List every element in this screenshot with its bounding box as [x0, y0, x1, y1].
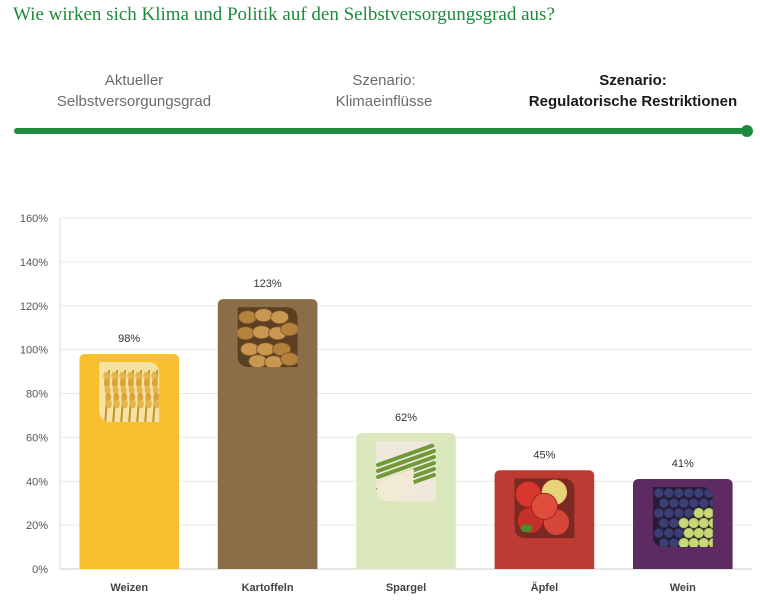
data-label: 45%: [533, 449, 555, 461]
y-tick-label: 160%: [20, 213, 48, 225]
step-label-line2: Regulatorische Restriktionen: [528, 93, 738, 110]
self-sufficiency-bar-chart: 0% 20% 40% 60% 80% 100% 120% 140% 160% 98% Weizen 1…: [20, 213, 752, 594]
scenario-progress-fill: [14, 128, 746, 134]
page-title: Wie wirken sich Klima und Politik auf de…: [13, 4, 555, 25]
step-current-self-sufficiency[interactable]: Aktueller Selbstversorgungsgrad: [34, 70, 234, 112]
asparagus-image: [376, 440, 436, 501]
data-label: 62%: [395, 412, 417, 424]
step-label-line2: Klimaeinflüsse: [335, 93, 433, 110]
step-regulatory-scenario[interactable]: Szenario: Regulatorische Restriktionen: [508, 70, 758, 112]
y-tick-label: 120%: [20, 301, 48, 313]
y-tick-label: 20%: [26, 520, 48, 532]
y-tick-label: 60%: [26, 432, 48, 444]
x-tick-label: Weizen: [110, 582, 148, 594]
x-tick-label: Äpfel: [531, 581, 559, 594]
data-label: 98%: [118, 333, 140, 345]
x-tick-label: Spargel: [386, 582, 426, 594]
step-label-line2: Selbstversorgungsgrad: [56, 93, 212, 110]
scenario-slider-handle[interactable]: [741, 125, 753, 137]
scenario-progress-track[interactable]: [14, 128, 746, 134]
apple-image: [514, 478, 575, 539]
y-tick-label: 140%: [20, 257, 48, 269]
y-tick-label: 40%: [26, 476, 48, 488]
step-label-line1: Aktueller: [104, 72, 164, 89]
wheat-image: [99, 362, 160, 423]
potato-image: [237, 307, 298, 368]
scenario-stepper: Aktueller Selbstversorgungsgrad Szenario…: [0, 70, 760, 114]
data-label: 41%: [672, 458, 694, 470]
data-label: 123%: [254, 278, 282, 290]
x-tick-label: Wein: [670, 582, 696, 594]
y-tick-label: 80%: [26, 389, 48, 401]
step-label-line1: Szenario:: [599, 72, 667, 89]
grape-image: [652, 487, 713, 548]
y-tick-label: 100%: [20, 345, 48, 357]
step-climate-scenario[interactable]: Szenario: Klimaeinflüsse: [284, 70, 484, 112]
y-tick-label: 0%: [32, 564, 48, 576]
step-label-line1: Szenario:: [352, 72, 416, 89]
x-tick-label: Kartoffeln: [242, 582, 294, 594]
